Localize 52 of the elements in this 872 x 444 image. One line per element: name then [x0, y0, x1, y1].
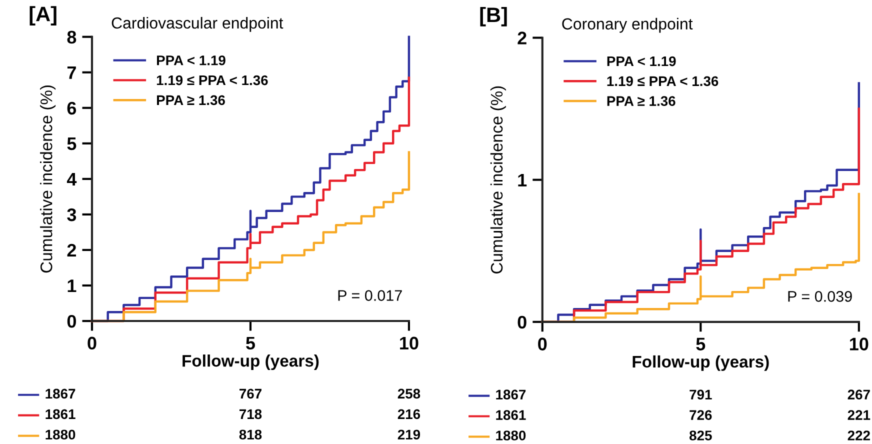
text: 1861 [46, 409, 76, 420]
legend-label: 1.19 ≤ PPA < 1.36 [156, 75, 268, 86]
y-tick-label: 0 [518, 316, 526, 329]
text: 221 [848, 410, 870, 420]
text: 825 [690, 430, 712, 440]
text: [A] [30, 6, 56, 26]
text: 219 [398, 430, 420, 440]
text: 767 [239, 388, 262, 399]
y-tick-label: 1 [518, 174, 527, 186]
legend-label: PPA ≥ 1.36 [156, 95, 225, 106]
y-tick-label: 6 [67, 102, 76, 115]
x-tick-label: 5 [246, 336, 255, 350]
text: 726 [690, 410, 712, 420]
annotation: P = 0.039 [788, 291, 852, 302]
text: [B] [480, 6, 507, 26]
text: 1867 [46, 388, 76, 399]
y-tick-label: 4 [66, 173, 77, 186]
y-tick-label: 0 [67, 314, 76, 328]
legend-label: PPA ≥ 1.36 [607, 96, 676, 106]
y-tick-label: 1 [68, 280, 76, 292]
chart-title: Cardiovascular endpoint [112, 16, 284, 32]
y-tick-label: 8 [67, 30, 76, 44]
y-axis-title: Cumulative incidence (%) [40, 85, 56, 273]
text: 1867 [496, 390, 526, 400]
y-tick-label: 2 [67, 244, 76, 257]
y-tick-label: 7 [67, 66, 76, 79]
y-tick-label: 2 [518, 32, 526, 44]
text: 222 [848, 430, 870, 440]
text: 791 [690, 390, 712, 400]
annotation: P = 0.017 [338, 290, 402, 301]
x-tick-label: 10 [850, 338, 868, 350]
x-tick-label: 5 [696, 338, 706, 350]
y-tick-label: 5 [67, 138, 76, 150]
text: 258 [398, 388, 420, 399]
legend-label: 1.19 ≤ PPA < 1.36 [607, 76, 718, 86]
x-tick-label: 10 [400, 336, 418, 350]
legend-label: PPA < 1.19 [156, 55, 226, 66]
x-axis-title: Follow-up (years) [182, 354, 319, 370]
text: 718 [239, 409, 262, 420]
text: 216 [398, 409, 420, 420]
text: 1861 [496, 410, 526, 420]
text: 818 [239, 430, 262, 440]
x-tick-label: 0 [538, 338, 547, 350]
text: 1880 [496, 430, 526, 440]
y-axis-title: Cumulative incidence (%) [490, 86, 506, 274]
text: 267 [848, 390, 870, 400]
y-tick-label: 3 [67, 208, 76, 222]
x-axis-title: Follow-up (years) [632, 355, 769, 371]
x-tick-label: 0 [88, 336, 96, 350]
legend-label: PPA < 1.19 [607, 56, 676, 66]
text: 1880 [46, 430, 76, 440]
chart-title: Coronary endpoint [562, 18, 693, 33]
